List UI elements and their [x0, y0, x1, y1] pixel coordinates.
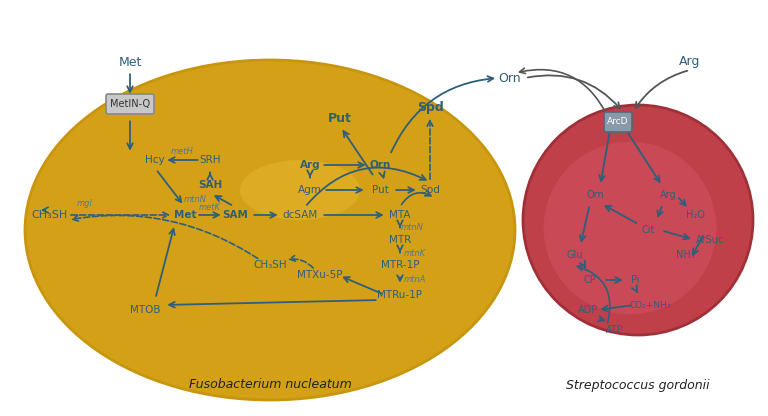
FancyBboxPatch shape	[106, 94, 154, 114]
Text: mtnK: mtnK	[404, 248, 426, 258]
Text: Spd: Spd	[420, 185, 440, 195]
Text: Orn: Orn	[586, 190, 604, 200]
Text: Arg: Arg	[680, 55, 700, 69]
Text: metH: metH	[170, 148, 194, 156]
Text: MetIN-Q: MetIN-Q	[110, 99, 150, 109]
Text: MTR: MTR	[389, 235, 411, 245]
Text: Met: Met	[174, 210, 197, 220]
Circle shape	[544, 142, 717, 314]
Text: ATP: ATP	[606, 325, 624, 335]
Text: Arg: Arg	[660, 190, 677, 200]
Text: Agm: Agm	[298, 185, 322, 195]
Text: Spd: Spd	[416, 102, 443, 114]
Text: MTOB: MTOB	[130, 305, 161, 315]
Ellipse shape	[240, 160, 360, 220]
Text: mgl: mgl	[77, 198, 93, 208]
Text: MTA: MTA	[389, 210, 411, 220]
Text: ArSuc: ArSuc	[696, 235, 724, 245]
Text: Pi: Pi	[631, 275, 639, 285]
Text: MTRu-1P: MTRu-1P	[378, 290, 422, 300]
Text: dcSAM: dcSAM	[283, 210, 318, 220]
Text: SRH: SRH	[199, 155, 220, 165]
Text: CP: CP	[584, 275, 597, 285]
Ellipse shape	[25, 60, 515, 400]
Text: SAH: SAH	[198, 180, 222, 190]
Text: H₂O: H₂O	[686, 210, 704, 220]
Circle shape	[523, 105, 753, 335]
Text: CH₃SH: CH₃SH	[32, 210, 68, 220]
FancyBboxPatch shape	[604, 112, 632, 132]
Text: Glu: Glu	[567, 250, 583, 260]
Text: Cit: Cit	[641, 225, 654, 235]
Text: Fusobacterium nucleatum: Fusobacterium nucleatum	[189, 379, 352, 391]
Text: CH₃SH: CH₃SH	[253, 260, 286, 270]
Text: Put: Put	[328, 111, 352, 124]
Text: Put: Put	[372, 185, 389, 195]
Text: Orn: Orn	[498, 72, 521, 84]
Text: NH₃: NH₃	[676, 250, 694, 260]
Text: ArcD: ArcD	[607, 117, 629, 126]
Text: metK: metK	[199, 203, 221, 211]
Text: Hcy: Hcy	[145, 155, 165, 165]
Text: Streptococcus gordonii: Streptococcus gordonii	[566, 379, 710, 391]
Text: MTXu-5P: MTXu-5P	[297, 270, 343, 280]
Text: Orn: Orn	[369, 160, 391, 170]
Text: mtnN: mtnN	[184, 196, 207, 205]
Text: MTR-1P: MTR-1P	[381, 260, 419, 270]
Text: Arg: Arg	[300, 160, 320, 170]
Text: SAM: SAM	[222, 210, 248, 220]
Text: mtnN: mtnN	[401, 223, 423, 233]
Text: ADP: ADP	[578, 305, 598, 315]
Text: mtnA: mtnA	[404, 275, 426, 285]
Text: CO₂+NH₃: CO₂+NH₃	[629, 300, 670, 310]
Text: Met: Met	[118, 55, 141, 69]
